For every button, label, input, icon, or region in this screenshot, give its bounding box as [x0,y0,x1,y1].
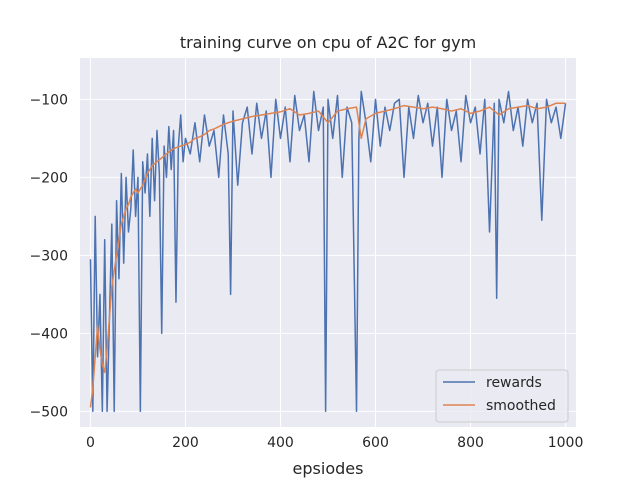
smoothed-series-line [89,102,566,408]
y-tick-labels: −500 −400 −300 −200 −100 [30,92,68,420]
rewards-series-line [89,90,567,413]
y-tick-label: −200 [30,170,68,186]
legend: rewards smoothed [435,369,569,423]
x-tick-label: 800 [457,435,484,451]
y-tick-label: −400 [30,326,68,342]
y-tick-label: −500 [30,404,68,420]
x-tick-label: 600 [362,435,389,451]
x-tick-label: 200 [172,435,199,451]
plot-series [89,90,567,413]
x-tick-label: 0 [86,435,95,451]
y-tick-label: −100 [30,92,68,108]
y-tick-label: −300 [30,248,68,264]
x-axis-label: epsiodes [293,459,364,478]
legend-rewards-label: rewards [486,375,542,391]
x-tick-labels: 0 200 400 600 800 1000 [86,435,583,451]
x-tick-label: 1000 [548,435,584,451]
chart-title: training curve on cpu of A2C for gym [180,33,476,52]
x-tick-label: 400 [267,435,294,451]
legend-smoothed-label: smoothed [486,398,556,414]
legend-box [435,369,569,423]
